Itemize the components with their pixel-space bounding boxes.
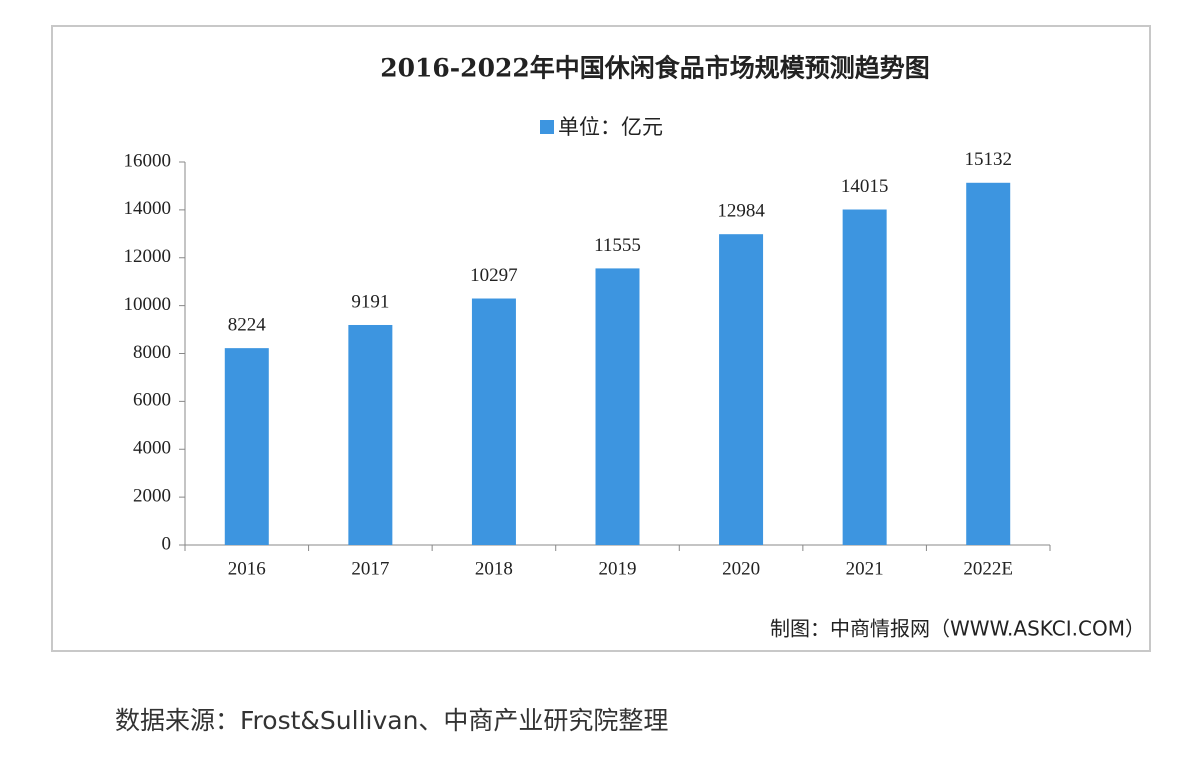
credit: 制图：中商情报网（WWW.ASKCI.COM） [770,617,1145,641]
x-tick-label: 2018 [475,558,513,579]
value-label: 12984 [717,201,765,222]
y-tick-label: 14000 [124,198,172,219]
y-tick-label: 10000 [124,294,172,315]
bar [348,324,393,545]
value-label: 8224 [228,314,267,335]
bar [842,209,887,545]
bar [595,268,640,545]
bar [719,234,764,545]
value-label: 10297 [470,265,518,286]
x-tick-label: 2021 [846,558,884,579]
x-tick-label: 2017 [351,558,389,579]
bar [471,298,516,545]
chart-title: 2016-2022年中国休闲食品市场规模预测趋势图 [380,54,930,83]
x-tick-label: 2020 [722,558,760,579]
bar [966,182,1011,545]
legend-label: 单位：亿元 [558,115,663,139]
legend-swatch [540,120,554,134]
value-label: 11555 [594,235,641,256]
x-tick-label: 2016 [228,558,266,579]
x-tick-label: 2019 [599,558,637,579]
y-tick-label: 2000 [133,485,171,506]
source: 数据来源：Frost&Sullivan、中商产业研究院整理 [115,706,668,735]
y-tick-label: 4000 [133,438,171,459]
bar [224,348,269,545]
value-label: 9191 [351,291,389,312]
x-tick-label: 2022E [963,558,1013,579]
y-tick-label: 8000 [133,342,171,363]
y-tick-label: 0 [162,533,172,554]
value-label: 14015 [841,176,889,197]
y-tick-label: 6000 [133,390,171,411]
value-label: 15132 [964,149,1012,170]
y-tick-label: 16000 [124,150,172,171]
y-tick-label: 12000 [124,246,172,267]
